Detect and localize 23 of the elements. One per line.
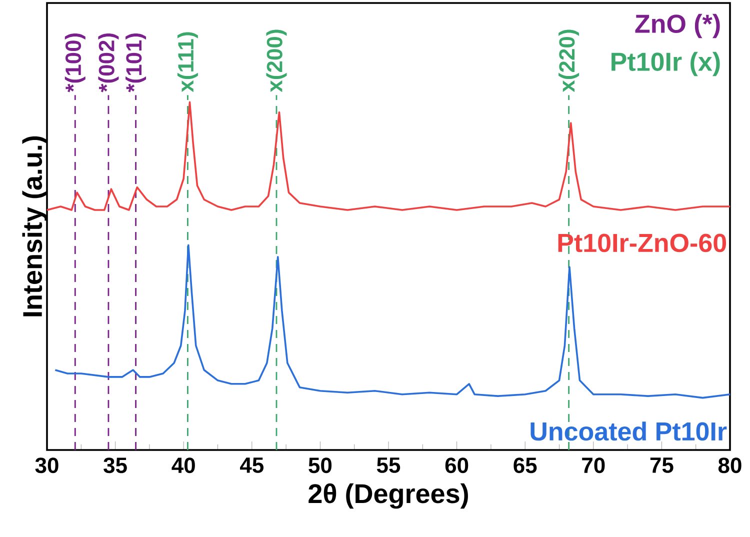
x-axis-title: 2θ (Degrees) <box>308 483 468 509</box>
annotation: x(111) <box>177 32 198 92</box>
text: ZnO (*) <box>635 14 720 38</box>
x-tick-label: 70 <box>582 458 605 474</box>
x-tick-label: 75 <box>650 458 674 473</box>
y-axis-title: Intensity (a.u.) <box>22 136 48 316</box>
annotation: *(002) <box>98 33 119 92</box>
x-tick-label: 80 <box>718 458 742 474</box>
x-tick-label: 50 <box>308 458 332 474</box>
x-tick-label: 55 <box>376 458 400 473</box>
annotation: x(220) <box>558 30 580 92</box>
annotation: x(200) <box>266 30 287 92</box>
annotation: *(100) <box>64 33 86 92</box>
x-tick-label: 60 <box>445 458 468 474</box>
text: Pt10Ir (x) <box>612 52 720 76</box>
series-label: Pt10Ir-ZnO-60 <box>558 234 726 252</box>
annotation: *(101) <box>126 33 146 92</box>
x-tick-label: 30 <box>35 458 58 474</box>
x-tick-label: 65 <box>514 458 537 474</box>
x-tick-label: 35 <box>104 458 127 474</box>
series-label: Uncoated Pt10Ir <box>530 422 727 441</box>
x-tick-label: 45 <box>240 458 264 473</box>
x-tick-label: 40 <box>172 458 195 474</box>
